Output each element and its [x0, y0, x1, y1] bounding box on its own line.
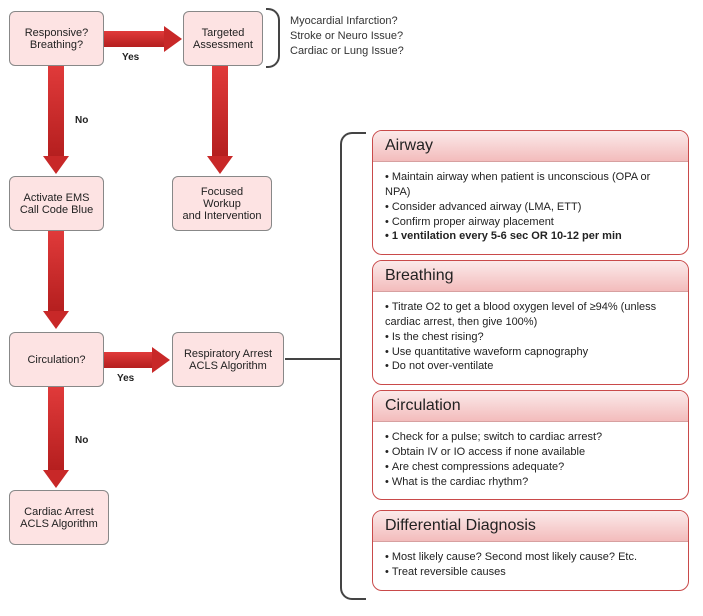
panel-title: Circulation [373, 391, 688, 422]
arrow-down-icon [48, 387, 64, 470]
assessment-list: Myocardial Infarction? Stroke or Neuro I… [290, 14, 404, 59]
assessment-item: Myocardial Infarction? [290, 14, 404, 29]
panel-circulation: Circulation Check for a pulse; switch to… [372, 390, 689, 500]
panel-title: Differential Diagnosis [373, 511, 688, 542]
node-cardiac-arrest: Cardiac ArrestACLS Algorithm [9, 490, 109, 545]
arrow-down-icon [43, 470, 69, 488]
panel-body: Maintain airway when patient is unconsci… [373, 162, 688, 254]
bullet: Consider advanced airway (LMA, ETT) [385, 200, 676, 215]
bullet: Is the chest rising? [385, 330, 676, 345]
edge-label-yes: Yes [122, 52, 139, 63]
panel-body: Check for a pulse; switch to cardiac arr… [373, 422, 688, 499]
node-respiratory-arrest: Respiratory ArrestACLS Algorithm [172, 332, 284, 387]
node-circulation: Circulation? [9, 332, 104, 387]
bullet: Do not over-ventilate [385, 359, 676, 374]
bullet: Titrate O2 to get a blood oxygen level o… [385, 300, 676, 330]
bullet: Use quantitative waveform capnography [385, 345, 676, 360]
edge-label-no: No [75, 435, 88, 446]
bullet: Check for a pulse; switch to cardiac arr… [385, 430, 676, 445]
arrow-down-icon [48, 231, 64, 311]
node-focused-workup: Focused Workupand Intervention [172, 176, 272, 231]
node-activate-ems: Activate EMSCall Code Blue [9, 176, 104, 231]
arrow-down-icon [48, 66, 64, 156]
node-label: Focused Workupand Intervention [181, 186, 263, 222]
bullet: What is the cardiac rhythm? [385, 475, 676, 490]
node-label: Respiratory ArrestACLS Algorithm [184, 348, 272, 372]
bullet: Maintain airway when patient is unconsci… [385, 170, 676, 200]
panel-differential-diagnosis: Differential Diagnosis Most likely cause… [372, 510, 689, 591]
arrow-down-icon [207, 156, 233, 174]
arrow-right-icon [104, 31, 164, 47]
bullet: Obtain IV or IO access if none available [385, 445, 676, 460]
node-targeted-assessment: TargetedAssessment [183, 11, 263, 66]
arrow-right-icon [104, 352, 152, 368]
bullet: Most likely cause? Second most likely ca… [385, 550, 676, 565]
bullet: 1 ventilation every 5-6 sec OR 10-12 per… [385, 229, 676, 244]
node-responsive: Responsive?Breathing? [9, 11, 104, 66]
edge-label-no: No [75, 115, 88, 126]
arrow-down-icon [212, 66, 228, 156]
bracket-icon [340, 132, 366, 600]
bullet: Confirm proper airway placement [385, 215, 676, 230]
panel-body: Titrate O2 to get a blood oxygen level o… [373, 292, 688, 384]
node-label: TargetedAssessment [193, 27, 253, 51]
panel-title: Breathing [373, 261, 688, 292]
bullet: Treat reversible causes [385, 565, 676, 580]
arrow-right-icon [152, 347, 170, 373]
arrow-down-icon [43, 311, 69, 329]
bracket-icon [266, 8, 280, 68]
assessment-item: Cardiac or Lung Issue? [290, 44, 404, 59]
panel-breathing: Breathing Titrate O2 to get a blood oxyg… [372, 260, 689, 385]
node-label: Activate EMSCall Code Blue [20, 192, 93, 216]
node-label: Responsive?Breathing? [25, 27, 89, 51]
node-label: Cardiac ArrestACLS Algorithm [20, 506, 98, 530]
panel-title: Airway [373, 131, 688, 162]
edge-label-yes: Yes [117, 373, 134, 384]
bullet: Are chest compressions adequate? [385, 460, 676, 475]
node-label: Circulation? [27, 354, 85, 366]
arrow-right-icon [164, 26, 182, 52]
panel-body: Most likely cause? Second most likely ca… [373, 542, 688, 590]
assessment-item: Stroke or Neuro Issue? [290, 29, 404, 44]
arrow-down-icon [43, 156, 69, 174]
bracket-connector-icon [285, 358, 340, 360]
panel-airway: Airway Maintain airway when patient is u… [372, 130, 689, 255]
